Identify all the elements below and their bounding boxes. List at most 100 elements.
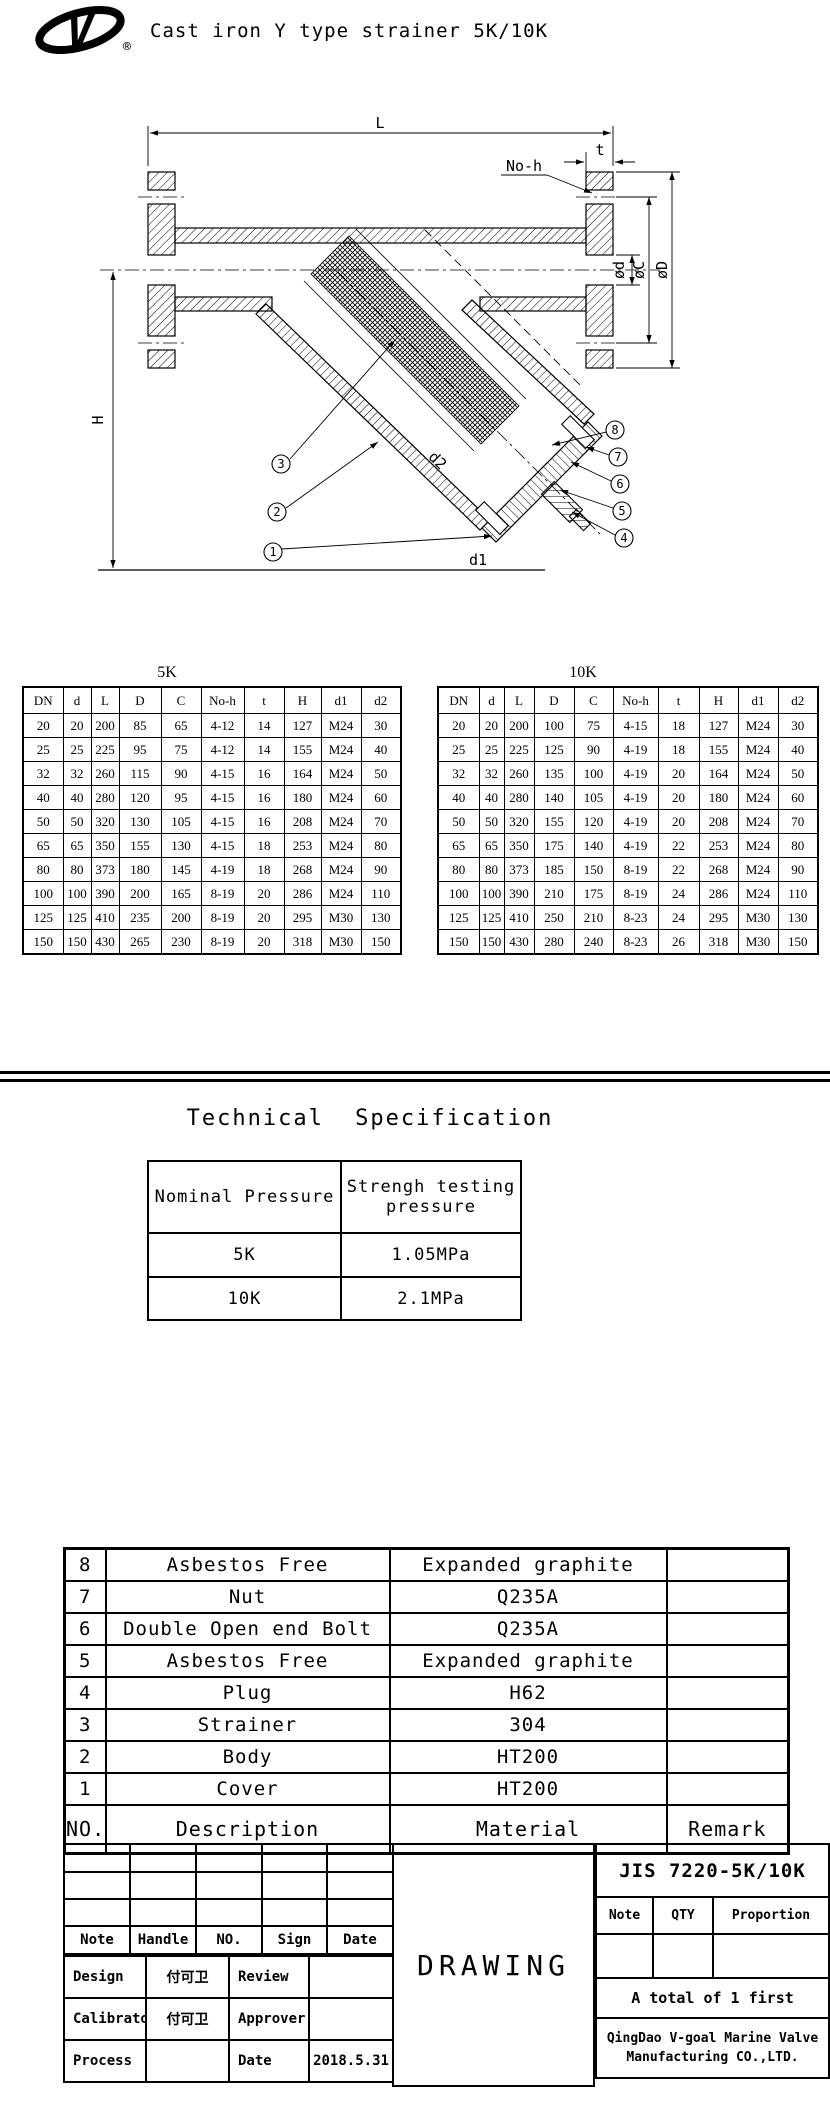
parts-row: 2 Body HT200 bbox=[63, 1740, 790, 1774]
parts-row: 8 Asbestos Free Expanded graphite bbox=[63, 1547, 790, 1582]
part-remark bbox=[665, 1676, 790, 1710]
callout-3: 3 bbox=[277, 457, 284, 471]
part-number: 2 bbox=[63, 1740, 107, 1774]
dim-label-phi-C: øC bbox=[630, 261, 648, 279]
spec-title: Technical Specification bbox=[186, 1106, 554, 1131]
part-number: 8 bbox=[63, 1547, 107, 1582]
qty-column-header: Note bbox=[595, 1896, 654, 1935]
table-row: 40 40 280 120 95 4-15 16 180 M24 60 bbox=[22, 785, 402, 810]
part-description: Cover bbox=[104, 1772, 391, 1806]
table-row: 20 20 200 100 75 4-15 18 127 M24 30 bbox=[437, 713, 819, 738]
dim-table-10k-title: 10K bbox=[569, 664, 597, 681]
qty-column-header: QTY bbox=[652, 1896, 714, 1935]
table-row: 125 125 410 250 210 8-23 24 295 M30 130 bbox=[437, 905, 819, 930]
title-block-middle: DRAWING bbox=[392, 1843, 595, 2087]
part-description: Strainer bbox=[104, 1708, 391, 1742]
part-remark bbox=[665, 1708, 790, 1742]
callout-8: 8 bbox=[611, 423, 618, 437]
table-row: 20 20 200 85 65 4-12 14 127 M24 30 bbox=[22, 713, 402, 738]
column-header: C bbox=[573, 686, 614, 714]
dim-label-no-h: No-h bbox=[506, 157, 542, 175]
company-line2: Manufacturing CO.,LTD. bbox=[626, 2050, 799, 2065]
total-note: A total of 1 first bbox=[594, 1977, 830, 2019]
parts-row: 6 Double Open end Bolt Q235A bbox=[63, 1612, 790, 1646]
column-header: H bbox=[698, 686, 739, 714]
drawing-word: DRAWING bbox=[416, 1948, 570, 1982]
spec-col1-header: Nominal Pressure bbox=[147, 1160, 342, 1234]
column-header: No-h bbox=[200, 686, 245, 714]
table-row: 32 32 260 135 100 4-19 20 164 M24 50 bbox=[437, 761, 819, 786]
logo-letter: V bbox=[66, 3, 96, 57]
right-flange bbox=[585, 171, 614, 369]
part-description: Asbestos Free bbox=[104, 1644, 391, 1678]
approval-value bbox=[308, 1997, 394, 2041]
standard-row: JIS 7220-5K/10K bbox=[594, 1843, 830, 1898]
table-row: 125 125 410 235 200 8-19 20 295 M30 130 bbox=[22, 905, 402, 930]
callout-circle-5 bbox=[612, 501, 632, 521]
table-row: 40 40 280 140 105 4-19 20 180 M24 60 bbox=[437, 785, 819, 810]
revision-column-header: NO. bbox=[195, 1925, 263, 1955]
column-header: DN bbox=[22, 686, 64, 714]
standard-number: JIS 7220-5K/10K bbox=[594, 1843, 830, 1898]
table-row: 50 50 320 130 105 4-15 16 208 M24 70 bbox=[22, 809, 402, 834]
part-remark bbox=[665, 1772, 790, 1806]
dim-label-t: t bbox=[595, 141, 604, 159]
part-number: 4 bbox=[63, 1676, 107, 1710]
part-number: 5 bbox=[63, 1644, 107, 1678]
table-row: 65 65 350 155 130 4-15 18 253 M24 80 bbox=[22, 833, 402, 858]
spec-row-10k: 10K 2.1MPa bbox=[147, 1276, 522, 1321]
dim-table-5k-title: 5K bbox=[157, 664, 177, 681]
table-row: 150 150 430 280 240 8-23 26 318 M30 150 bbox=[437, 929, 819, 955]
part-remark bbox=[665, 1644, 790, 1678]
parts-row: 3 Strainer 304 bbox=[63, 1708, 790, 1742]
callout-1: 1 bbox=[269, 545, 276, 559]
parts-row: 7 Nut Q235A bbox=[63, 1580, 790, 1614]
part-description: Double Open end Bolt bbox=[104, 1612, 391, 1646]
column-header: d1 bbox=[320, 686, 362, 714]
revision-column-header: Sign bbox=[261, 1925, 328, 1955]
dim-label-d1: d1 bbox=[469, 551, 487, 569]
parts-list: 8 Asbestos Free Expanded graphite 7 Nut … bbox=[63, 1547, 790, 1855]
spec-row-5k: 5K 1.05MPa bbox=[147, 1232, 522, 1278]
company-line1: QingDao V-goal Marine Valve bbox=[606, 2030, 819, 2046]
brand-logo: V bbox=[35, 3, 125, 57]
part-material: Q235A bbox=[388, 1580, 668, 1614]
strainer-section-drawing: L t No-h ød øC øD H d1 d2 1 2 3 4 5 6 7 bbox=[89, 114, 680, 571]
company-name: QingDao V-goal Marine Valve Manufacturin… bbox=[594, 2017, 830, 2079]
body-walls bbox=[174, 227, 595, 531]
table-row: 25 25 225 95 75 4-12 14 155 M24 40 bbox=[22, 737, 402, 762]
table-row: 32 32 260 115 90 4-15 16 164 M24 50 bbox=[22, 761, 402, 786]
table-row: 80 80 373 185 150 8-19 22 268 M24 90 bbox=[437, 857, 819, 882]
part-material: 304 bbox=[388, 1708, 668, 1742]
spec-5k-label: 5K bbox=[147, 1232, 342, 1278]
qty-empty-row bbox=[595, 1933, 830, 1979]
revision-column-header: Handle bbox=[129, 1925, 197, 1955]
page-title: Cast iron Y type strainer 5K/10K bbox=[150, 20, 549, 42]
centerlines bbox=[100, 196, 660, 535]
dim-label-phi-D: øD bbox=[653, 261, 671, 279]
revision-column-header: Note bbox=[63, 1925, 131, 1955]
callout-balloons: 1 2 3 4 5 6 7 8 bbox=[263, 420, 634, 562]
part-number: 3 bbox=[63, 1708, 107, 1742]
approval-label: Process bbox=[63, 2039, 147, 2083]
part-number: 6 bbox=[63, 1612, 107, 1646]
hidden-edge bbox=[424, 229, 581, 386]
callout-circle-2 bbox=[267, 502, 287, 522]
column-header: t bbox=[243, 686, 285, 714]
column-header: No-h bbox=[612, 686, 659, 714]
callout-6: 6 bbox=[616, 477, 623, 491]
table-row: 25 25 225 125 90 4-19 18 155 M24 40 bbox=[437, 737, 819, 762]
spec-col2-header: Strengh testing pressure bbox=[340, 1160, 522, 1234]
registered-mark: ® bbox=[123, 40, 131, 55]
column-header: C bbox=[160, 686, 202, 714]
part-description: Asbestos Free bbox=[104, 1547, 391, 1582]
part-remark bbox=[665, 1612, 790, 1646]
column-header: t bbox=[657, 686, 700, 714]
approval-signature bbox=[145, 2039, 230, 2083]
dim-label-H: H bbox=[89, 415, 107, 424]
spec-table: Nominal Pressure Strengh testing pressur… bbox=[147, 1160, 522, 1321]
column-header: H bbox=[283, 686, 322, 714]
